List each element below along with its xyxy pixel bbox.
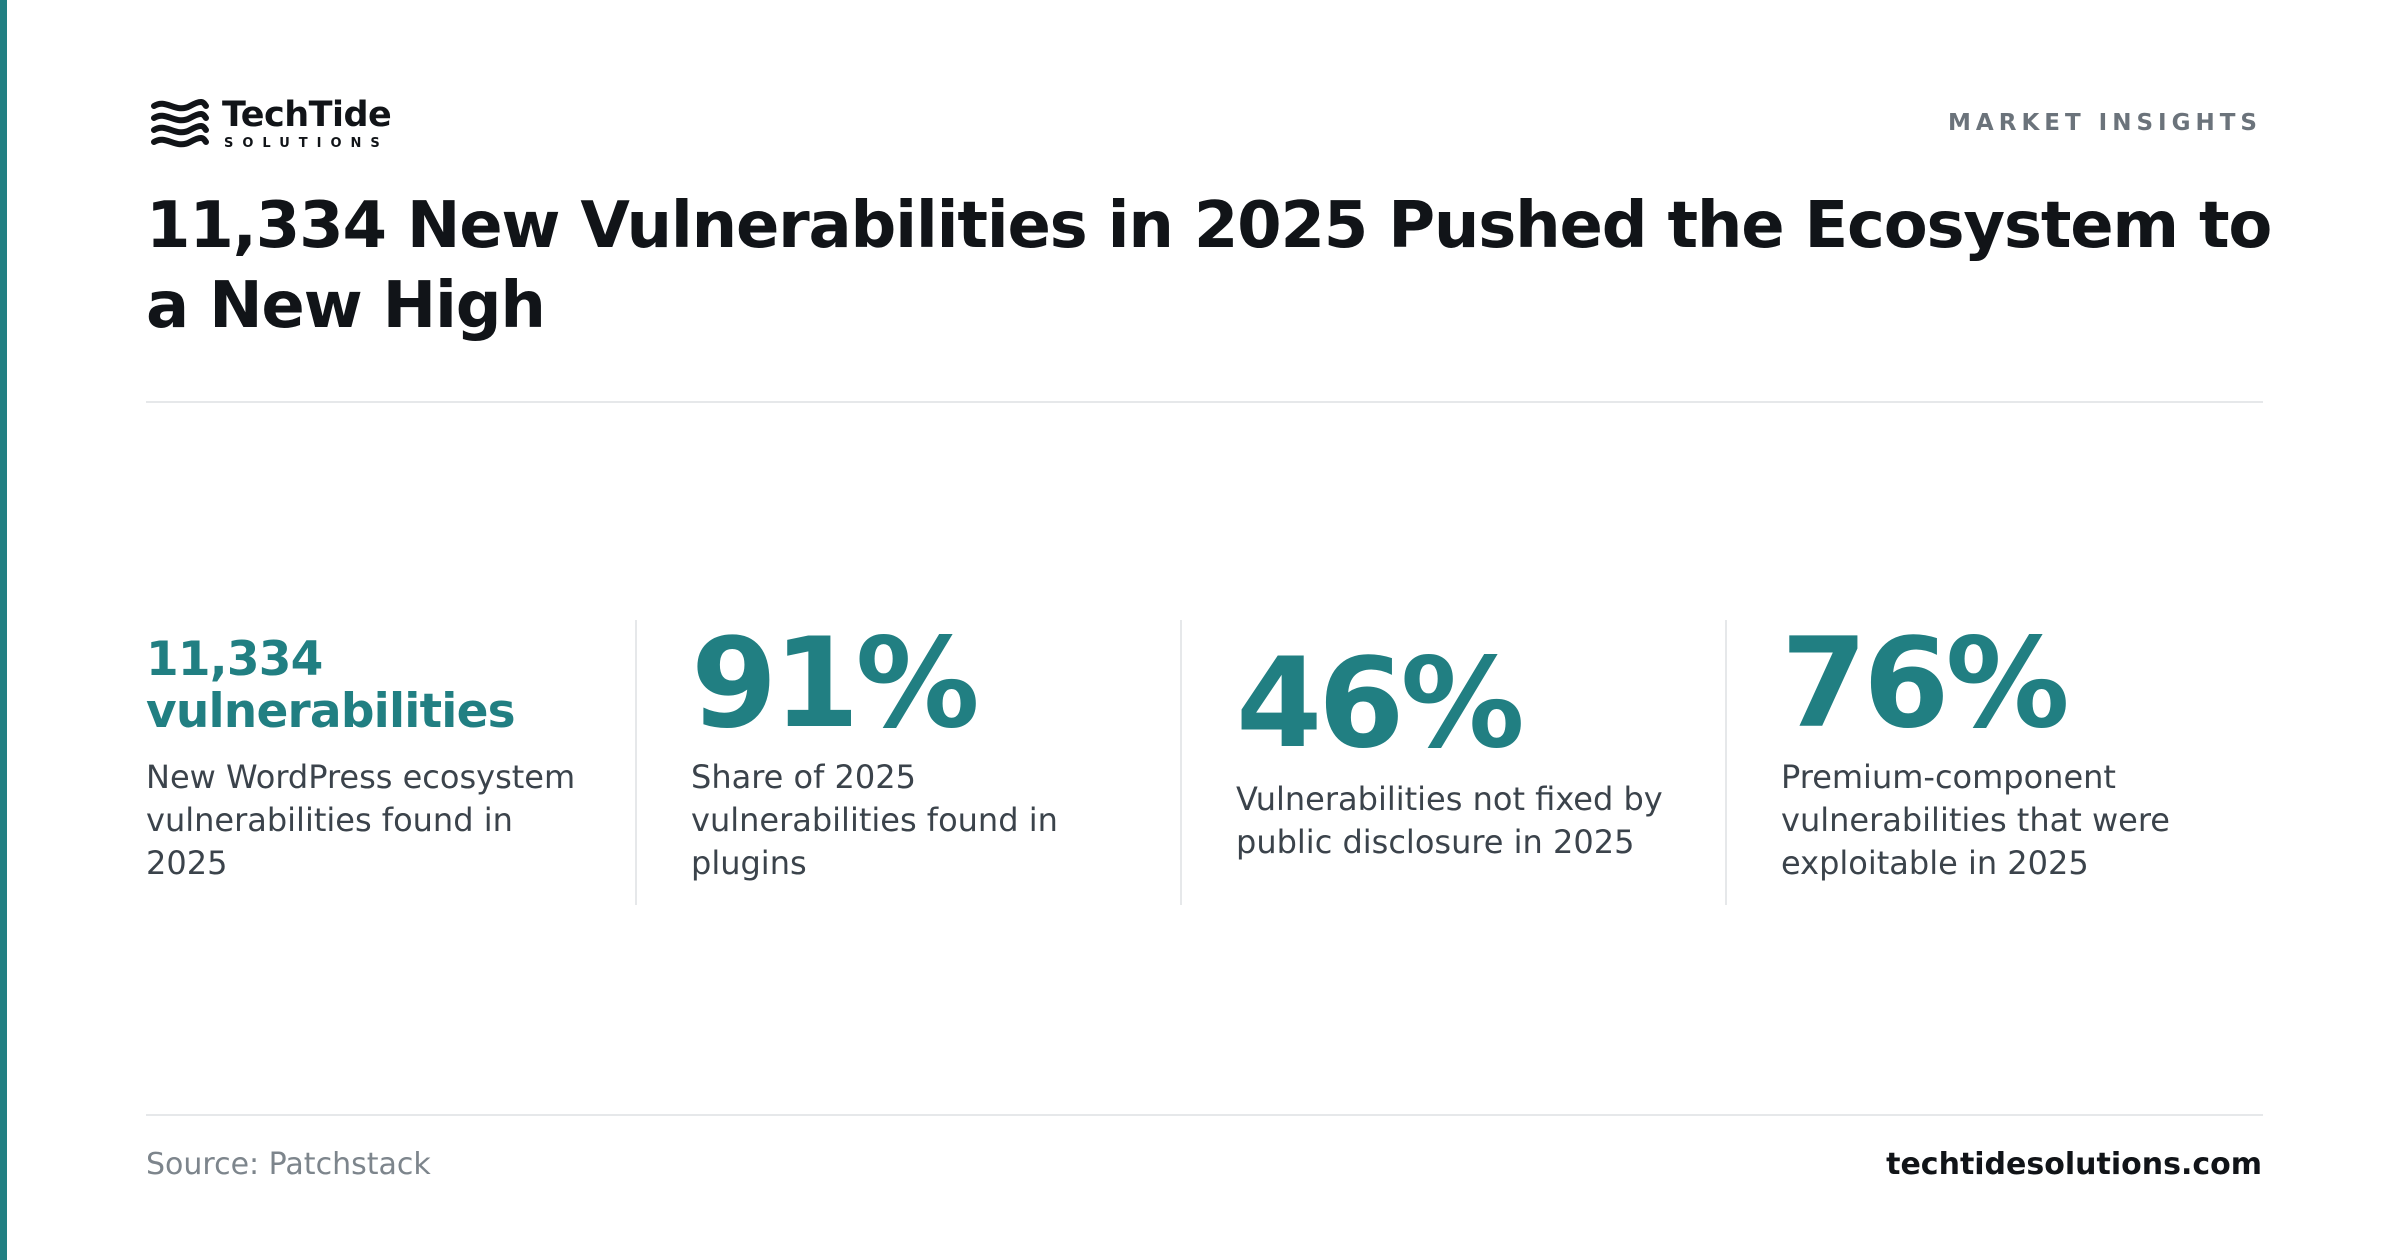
brand-name: TechTide (222, 95, 392, 135)
stat-description: Vulnerabilities not fixed by public disc… (1236, 780, 1663, 861)
stats-row: 11,334 vulnerabilities New WordPress eco… (146, 620, 2263, 905)
stat-description: Share of 2025 vulnerabilities found in p… (691, 758, 1058, 882)
brand-logo: TechTide SOLUTIONS (150, 95, 392, 152)
stat-value: 76% (1781, 612, 2070, 756)
left-accent-bar (0, 0, 7, 1260)
stat-description: New WordPress ecosystem vulnerabilities … (146, 758, 576, 882)
stat-card-plugins: 91% Share of 2025 vulnerabilities found … (691, 620, 1171, 905)
stat-value: 46% (1236, 632, 1525, 776)
stat-description: Premium-component vulnerabilities that w… (1781, 758, 2170, 882)
stat-divider (1180, 620, 1182, 905)
stat-divider (1725, 620, 1727, 905)
stat-value: 11,334 vulnerabilities (146, 632, 516, 739)
stat-card-total: 11,334 vulnerabilities New WordPress eco… (146, 620, 626, 905)
wave-lines-icon (151, 98, 209, 148)
stat-value: 91% (691, 612, 980, 756)
section-label: MARKET INSIGHTS (1948, 110, 2262, 136)
brand-tagline: SOLUTIONS (224, 136, 389, 151)
stat-card-unfixed: 46% Vulnerabilities not fixed by public … (1236, 620, 1716, 905)
footer-divider (146, 1114, 2263, 1116)
website-link[interactable]: techtidesolutions.com (1886, 1147, 2262, 1182)
header-divider (146, 401, 2263, 403)
source-note: Source: Patchstack (146, 1147, 431, 1182)
stat-card-premium: 76% Premium-component vulnerabilities th… (1781, 620, 2261, 905)
page-title: 11,334 New Vulnerabilities in 2025 Pushe… (146, 189, 2272, 343)
stat-divider (635, 620, 637, 905)
